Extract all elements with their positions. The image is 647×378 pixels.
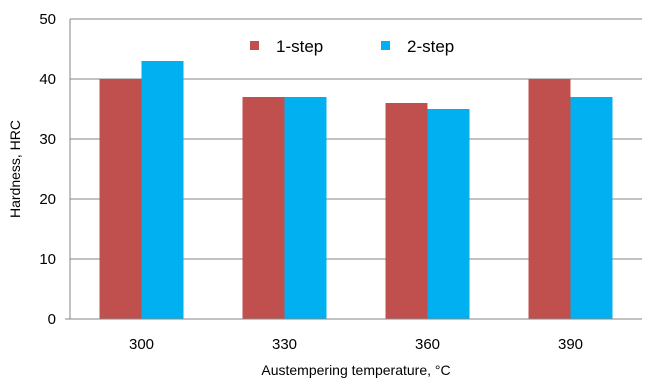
y-tick-label: 0 — [48, 311, 56, 328]
x-axis-label: Austempering temperature, °C — [261, 362, 450, 378]
x-tick-label: 360 — [415, 336, 440, 353]
bars — [99, 61, 613, 319]
bar-2-step-300 — [141, 61, 184, 319]
y-tick-label: 30 — [39, 131, 56, 148]
y-tick-label: 50 — [39, 11, 56, 28]
legend-label: 1-step — [276, 37, 323, 56]
x-tick-labels: 300 330 360 390 — [129, 336, 583, 353]
y-axis-label: Hardness, HRC — [7, 120, 23, 218]
legend-label: 2-step — [407, 37, 454, 56]
x-tick-label: 390 — [558, 336, 583, 353]
x-tick-label: 300 — [129, 336, 154, 353]
legend-swatch-1-step — [250, 41, 259, 50]
bar-1-step-300 — [99, 79, 142, 319]
bar-2-step-360 — [427, 109, 470, 319]
bar-2-step-390 — [570, 97, 613, 319]
bar-2-step-330 — [284, 97, 327, 319]
bar-1-step-330 — [242, 97, 285, 319]
y-tick-label: 10 — [39, 251, 56, 268]
y-tick-label: 40 — [39, 71, 56, 88]
y-tick-label: 20 — [39, 191, 56, 208]
y-tick-labels: 0 10 20 30 40 50 — [39, 11, 56, 328]
x-tick-label: 330 — [272, 336, 297, 353]
legend-swatch-2-step — [381, 41, 390, 50]
bar-1-step-390 — [528, 79, 571, 319]
bar-1-step-360 — [385, 103, 428, 319]
legend: 1-step 2-step — [250, 37, 454, 56]
